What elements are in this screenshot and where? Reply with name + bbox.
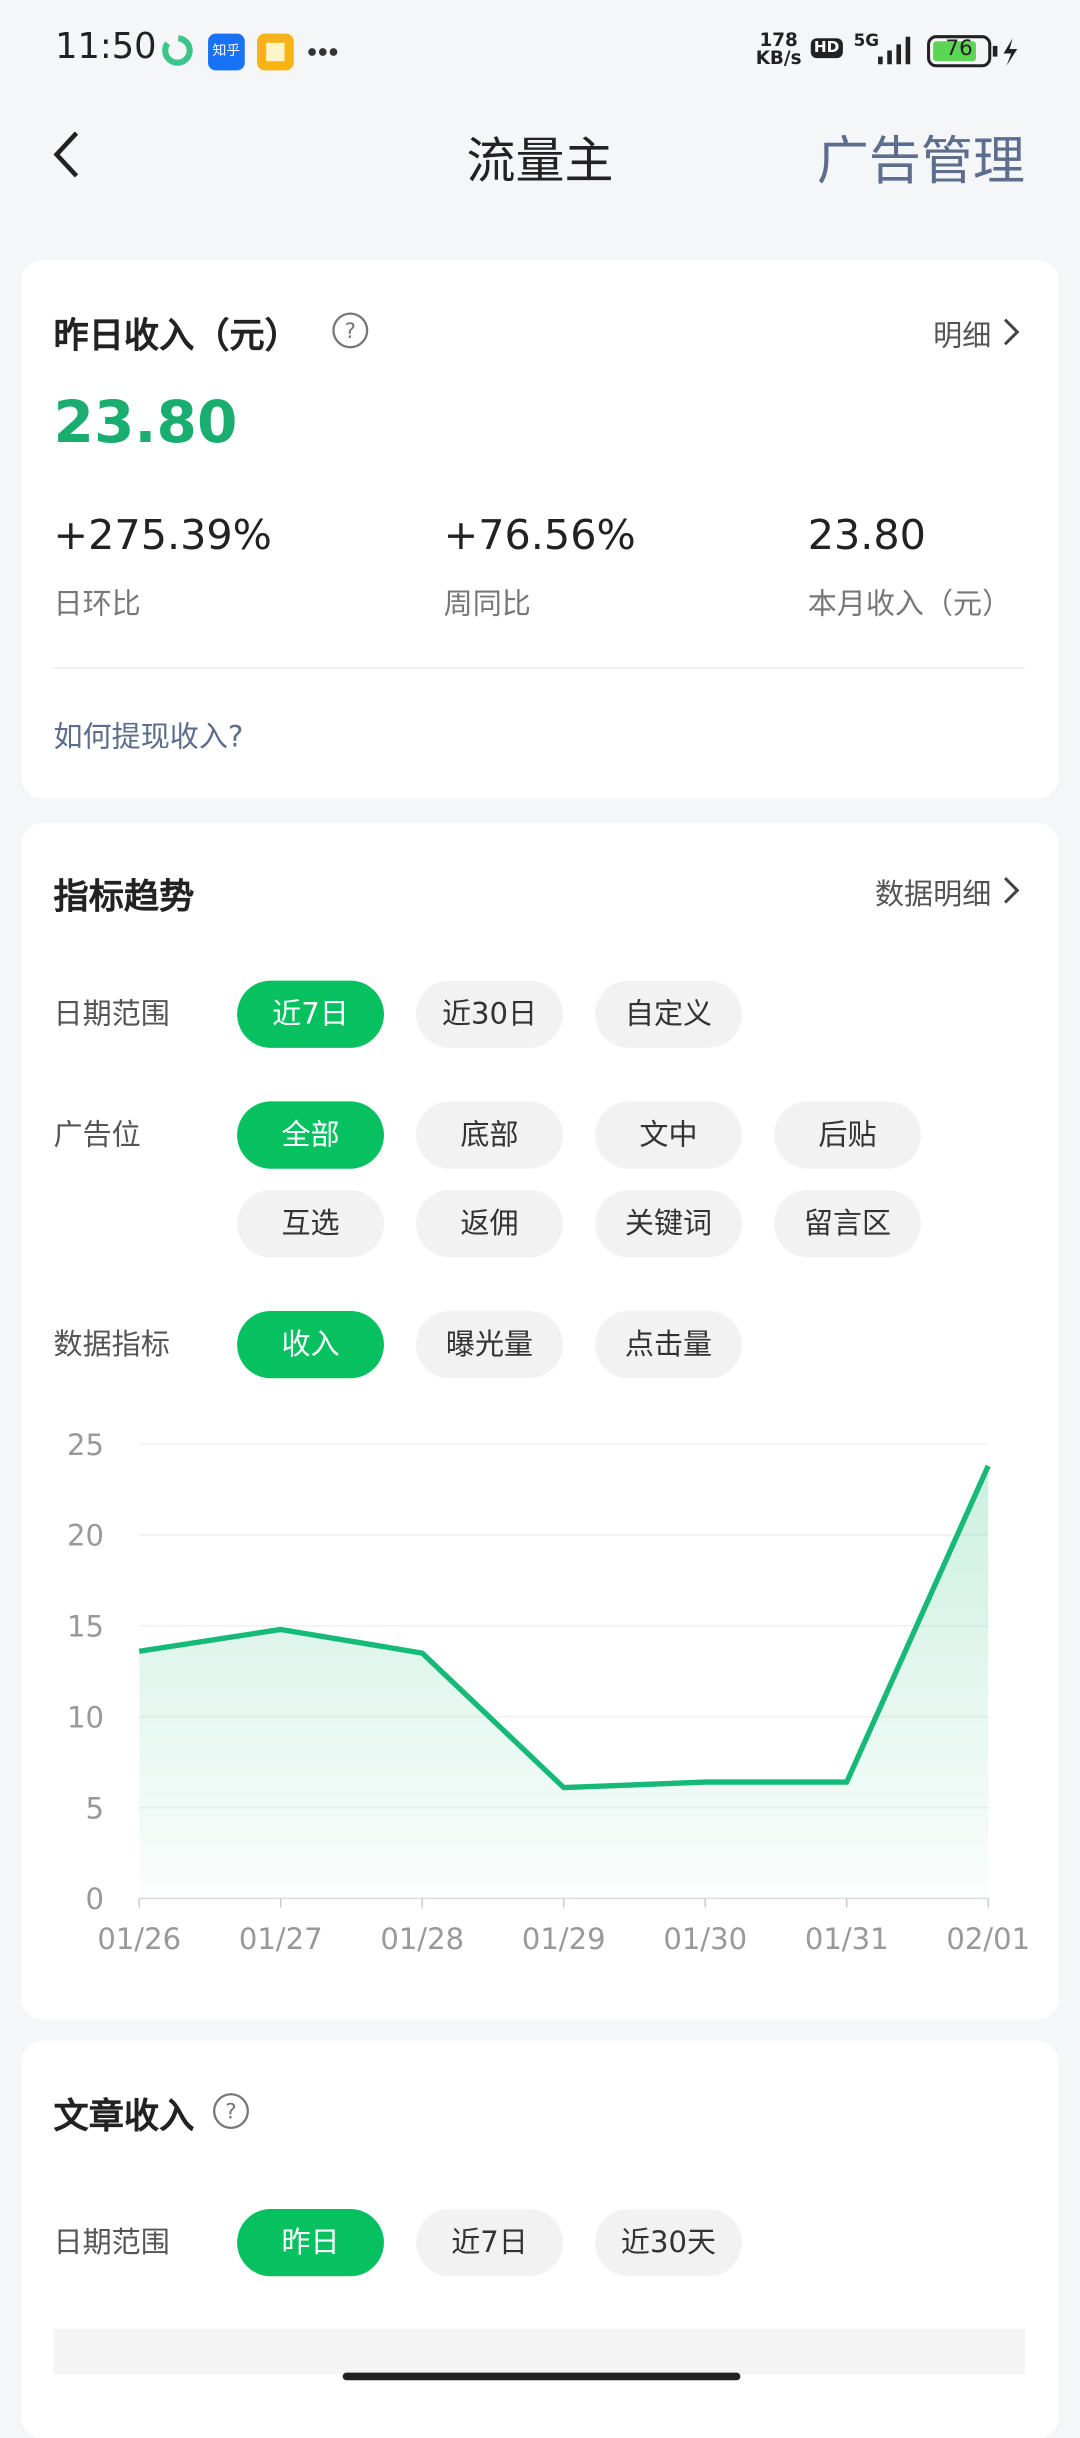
income-title: 昨日收入（元） [53, 316, 300, 357]
y-tick-label: 10 [67, 1700, 104, 1734]
header-action[interactable]: 广告管理 [816, 131, 1025, 193]
filter-chip[interactable]: 曝光量 [416, 1310, 563, 1379]
signal-bars [878, 36, 911, 65]
trend-detail[interactable]: 数据明细 [874, 878, 992, 912]
signal-label: 5G [853, 30, 880, 51]
header-title: 流量主 [466, 131, 614, 190]
filter-label: 广告位 [53, 1118, 141, 1152]
status-time: 11:50 [55, 27, 157, 68]
withdraw-link[interactable]: 如何提现收入? [53, 720, 244, 755]
filter-options: 昨日 近7日 近30天 [237, 2208, 971, 2277]
x-tick-label: 01/30 [663, 1922, 747, 1956]
stat-label: 周同比 [443, 587, 531, 622]
home-indicator [342, 2372, 741, 2381]
svg-text:?: ? [225, 2100, 236, 2125]
x-tick-label: 01/31 [805, 1922, 889, 1956]
svg-text:?: ? [345, 319, 356, 344]
y-tick-label: 25 [67, 1428, 104, 1462]
filter-row: 广告位 全部 底部 文中 后贴互选 返佣 关键词 留言区 [53, 1101, 972, 1258]
filter-chip[interactable]: 后贴 [774, 1101, 921, 1169]
filter-row: 日期范围 昨日 近7日 近30天 [53, 2208, 972, 2277]
battery-icon [927, 35, 1018, 68]
stat-value: +76.56% [443, 512, 636, 560]
stat-label: 本月收入（元） [807, 587, 1012, 622]
y-tick-label: 5 [86, 1791, 104, 1825]
filter-chip[interactable]: 全部 [237, 1101, 384, 1169]
filter-chip[interactable]: 留言区 [774, 1190, 921, 1258]
x-tick-label: 02/01 [946, 1922, 1030, 1956]
battery-level: 76 [945, 36, 973, 62]
x-tick-label: 01/28 [380, 1922, 464, 1956]
chevron [1003, 876, 1020, 904]
filter-chip[interactable]: 近30日 [416, 980, 563, 1048]
y-tick-label: 0 [86, 1882, 104, 1916]
filter-row: 数据指标 收入 曝光量 点击量 [53, 1310, 972, 1379]
filter-chip[interactable]: 文中 [595, 1101, 742, 1169]
trend-title: 指标趋势 [53, 878, 195, 918]
hd-badge: HD [810, 38, 843, 59]
stat-value: 23.80 [807, 512, 926, 560]
line-series [138, 1464, 991, 1791]
filter-chip[interactable]: 自定义 [595, 980, 742, 1048]
filter-chip[interactable]: 收入 [237, 1310, 384, 1379]
filter-chip[interactable]: 底部 [416, 1101, 563, 1169]
article-title: 文章收入 [53, 2097, 195, 2138]
x-tick-label: 01/29 [522, 1922, 606, 1956]
x-tick-label: 01/27 [239, 1922, 323, 1956]
filter-chip[interactable]: 近30天 [595, 2208, 742, 2277]
zhihu-icon-text: 知乎 [212, 44, 241, 60]
help-icon[interactable]: ? [330, 311, 370, 351]
chevron [1003, 318, 1020, 346]
net-speed: 178 KB/s [756, 31, 802, 68]
y-tick-label: 20 [67, 1519, 104, 1553]
income-amount: 23.80 [53, 388, 238, 456]
divider [53, 666, 1025, 669]
filter-chip[interactable]: 近7日 [416, 2208, 563, 2277]
filter-chip[interactable]: 昨日 [237, 2208, 384, 2277]
back-button[interactable] [49, 128, 86, 180]
x-tick-label: 01/26 [97, 1922, 181, 1956]
income-card [21, 260, 1059, 799]
net-speed-value: 178 [759, 29, 798, 51]
filter-chip[interactable]: 返佣 [416, 1190, 563, 1258]
placeholder-block [53, 2328, 1025, 2375]
filter-chip[interactable]: 互选 [237, 1190, 384, 1258]
filter-chip[interactable]: 关键词 [595, 1190, 742, 1258]
stat-value: +275.39% [53, 512, 272, 560]
filter-label: 日期范围 [53, 997, 170, 1032]
help-icon[interactable]: ? [211, 2091, 251, 2131]
filter-chip[interactable]: 点击量 [595, 1310, 742, 1379]
filter-options: 全部 底部 文中 后贴互选 返佣 关键词 留言区 [237, 1101, 971, 1258]
stat-label: 日环比 [53, 587, 141, 622]
line-area [139, 1465, 989, 1899]
status-icons [162, 33, 338, 71]
filter-options: 近7日 近30日 自定义 [237, 980, 971, 1048]
y-tick-label: 15 [67, 1610, 104, 1644]
filter-chip[interactable]: 近7日 [237, 980, 384, 1048]
net-speed-unit: KB/s [755, 47, 802, 69]
filter-label: 数据指标 [53, 1327, 170, 1362]
income-detail[interactable]: 明细 [933, 319, 992, 354]
filter-row: 日期范围 近7日 近30日 自定义 [53, 980, 972, 1048]
filter-options: 收入 曝光量 点击量 [237, 1310, 971, 1379]
filter-label: 日期范围 [53, 2225, 170, 2260]
